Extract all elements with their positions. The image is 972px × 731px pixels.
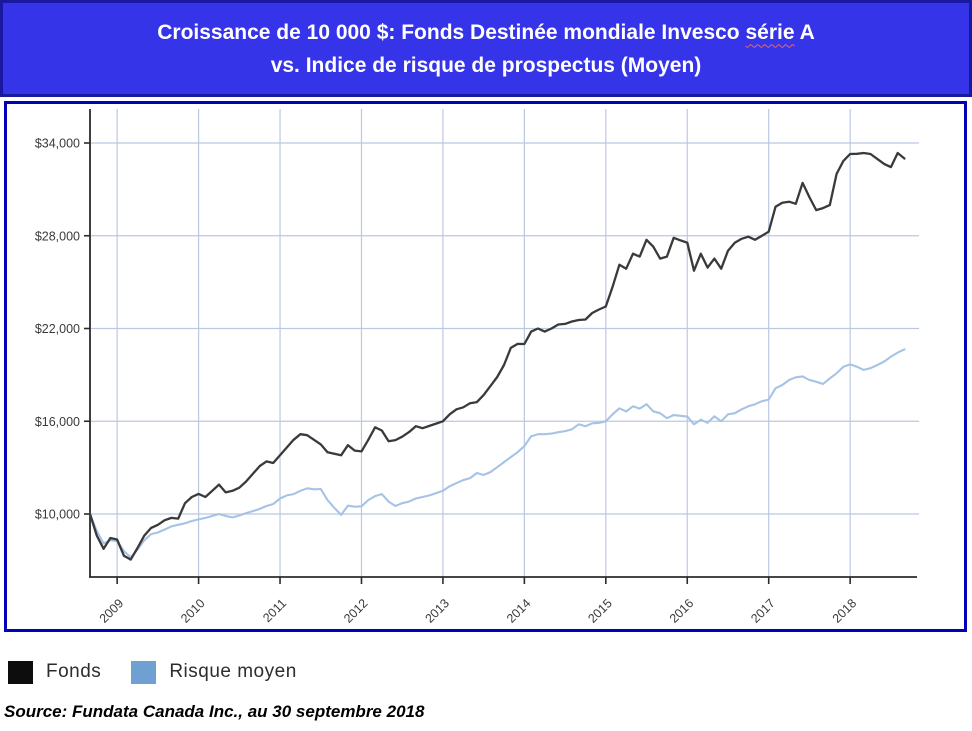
source-note: Source: Fundata Canada Inc., au 30 septe… [4, 702, 425, 721]
y-tick-label: $10,000 [35, 508, 80, 522]
y-tick-label: $16,000 [35, 415, 80, 429]
x-tick-label: 2012 [341, 596, 371, 626]
legend-label-risque-moyen: Risque moyen [169, 661, 297, 682]
x-tick-label: 2018 [830, 596, 860, 626]
title-spellcheck-word: série [745, 20, 795, 44]
x-tick-label: 2011 [260, 596, 289, 625]
fonds-swatch-icon [8, 660, 33, 684]
chart-title-line2: vs. Indice de risque de prospectus (Moye… [270, 53, 702, 77]
y-tick-label: $22,000 [35, 322, 80, 336]
risque-moyen-swatch-icon [131, 660, 157, 684]
series-line-risque-moyen [88, 348, 906, 559]
chart-legend: Fonds Risque moyen [8, 655, 297, 689]
title-text-part2: A [794, 20, 815, 44]
x-tick-label: 2013 [422, 596, 452, 626]
x-tick-label: 2016 [667, 596, 697, 626]
x-tick-label: 2017 [748, 596, 778, 626]
legend-item-fonds: Fonds [8, 660, 102, 684]
series-line-fonds [88, 151, 906, 561]
y-tick-label: $34,000 [35, 137, 80, 151]
x-tick-label: 2014 [504, 596, 534, 626]
legend-label-fonds: Fonds [46, 661, 102, 682]
x-tick-label: 2015 [585, 596, 615, 626]
growth-chart: 2009 2010 2011 2012 2013 2014 2015 2016 2017 2018… [35, 109, 919, 626]
y-tick-label: $28,000 [35, 229, 80, 243]
title-text-part1: Croissance de 10 000 $: Fonds Destinée m… [157, 20, 746, 44]
legend-item-risque-moyen: Risque moyen [131, 660, 297, 684]
chart-title-line1: Croissance de 10 000 $: Fonds Destinée m… [3, 16, 969, 49]
chart-area: 2009 2010 2011 2012 2013 2014 2015 2016 2017 2018… [4, 101, 967, 632]
chart-title-band: Croissance de 10 000 $: Fonds Destinée m… [0, 0, 972, 97]
x-tick-label: 2010 [178, 596, 208, 626]
x-tick-label: 2009 [97, 596, 127, 626]
